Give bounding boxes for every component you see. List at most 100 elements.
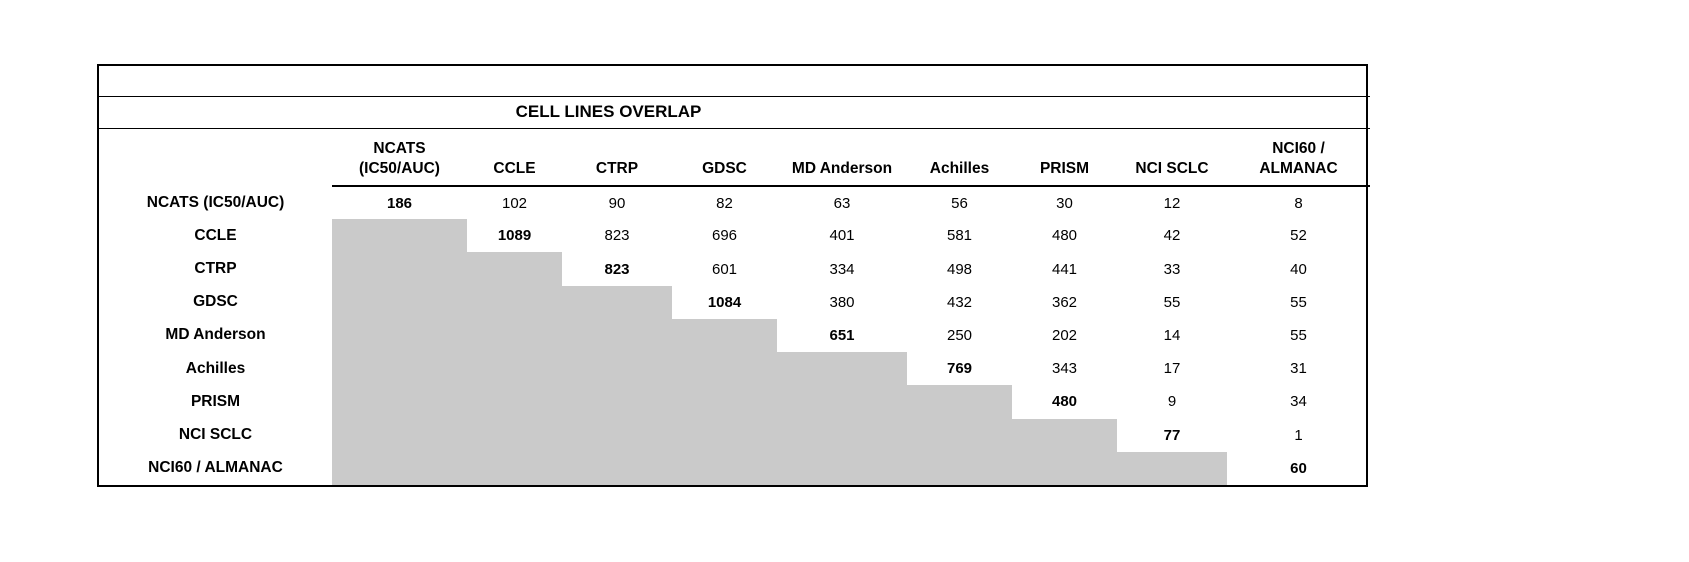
- shaded-cell: [907, 385, 1012, 419]
- table-row-gdsc: GDSC 1084 380 432 362 55 55: [99, 285, 1370, 319]
- column-header-line: ALMANAC: [1259, 159, 1338, 177]
- shaded-cell: [777, 418, 907, 452]
- value-cell: 334: [829, 260, 855, 278]
- value-cell: 432: [946, 293, 973, 311]
- value-cell: 441: [1051, 260, 1078, 278]
- shaded-cell: [332, 318, 467, 353]
- shaded-cell: [562, 385, 672, 419]
- column-header-nci-sclc: NCI SCLC: [1117, 128, 1227, 187]
- shaded-cell: [467, 252, 562, 286]
- value-cell: 581: [946, 227, 973, 245]
- column-header-line: Achilles: [929, 159, 990, 177]
- column-header-gdsc: GDSC: [672, 128, 777, 187]
- shaded-cell: [332, 285, 467, 319]
- value-cell: 31: [1290, 360, 1307, 378]
- row-label-prism: PRISM: [190, 392, 241, 410]
- value-cell: 1084: [707, 293, 742, 311]
- shaded-cell: [672, 385, 777, 419]
- column-header-prism: PRISM: [1012, 128, 1117, 187]
- shaded-cell: [777, 451, 907, 485]
- shaded-cell: [562, 318, 672, 353]
- shaded-cell: [562, 418, 672, 452]
- table-row-nci-sclc: NCI SCLC 77 1: [99, 418, 1370, 452]
- shaded-cell: [562, 352, 672, 386]
- shaded-cell: [672, 318, 777, 353]
- column-header-line: (IC50/AUC): [359, 159, 440, 177]
- value-cell: 823: [604, 227, 630, 245]
- value-cell: 362: [1051, 293, 1078, 311]
- column-header-line: PRISM: [1039, 159, 1090, 177]
- shaded-cell: [467, 285, 562, 319]
- value-cell: 55: [1290, 293, 1307, 311]
- value-cell: 8: [1294, 194, 1303, 212]
- column-header-nci60-almanac: NCI60 / ALMANAC: [1227, 128, 1370, 187]
- value-cell: 30: [1056, 194, 1073, 212]
- matrix-body: NCATS (IC50/AUC) 186 102 90 82 63 56 30 12 8 CCLE 1…: [99, 186, 1370, 485]
- value-cell: 343: [1051, 360, 1078, 378]
- shaded-cell: [562, 285, 672, 319]
- cell-lines-overlap-table: CELL LINES OVERLAP NCATS (IC50/AUC) CCLE CT…: [99, 66, 1370, 485]
- column-header-ccle: CCLE: [467, 128, 562, 187]
- table-row-prism: PRISM 480 9 34: [99, 385, 1370, 419]
- table-row-md-anderson: MD Anderson 651 250 202 14 55: [99, 318, 1370, 353]
- column-header-line: CTRP: [595, 159, 639, 177]
- value-cell: 696: [711, 227, 738, 245]
- shaded-cell: [562, 451, 672, 485]
- shaded-cell: [467, 385, 562, 419]
- value-cell: 186: [386, 194, 413, 212]
- shaded-cell: [332, 418, 467, 452]
- value-cell: 90: [608, 194, 626, 212]
- value-cell: 34: [1290, 393, 1307, 411]
- value-cell: 202: [1051, 326, 1078, 344]
- shaded-cell: [332, 352, 467, 386]
- row-label-nci60-almanac: NCI60 / ALMANAC: [148, 459, 283, 477]
- value-cell: 498: [946, 260, 973, 278]
- row-label-md-anderson: MD Anderson: [165, 326, 266, 344]
- column-header-line: GDSC: [702, 159, 747, 177]
- value-cell: 1: [1294, 426, 1303, 444]
- column-header-ctrp: CTRP: [562, 128, 672, 187]
- value-cell: 250: [946, 326, 973, 344]
- column-header-line: NCI SCLC: [1135, 159, 1209, 177]
- shaded-cell: [1012, 451, 1117, 485]
- row-label-gdsc: GDSC: [193, 293, 238, 311]
- table-row-achilles: Achilles 769 343 17 31: [99, 352, 1370, 386]
- value-cell: 102: [501, 194, 528, 212]
- shaded-cell: [777, 352, 907, 386]
- table-title: CELL LINES OVERLAP: [99, 96, 1370, 129]
- value-cell: 480: [1051, 393, 1078, 411]
- value-cell: 33: [1163, 260, 1181, 278]
- column-header-line: CCLE: [493, 159, 536, 177]
- column-header-line: NCI60 /: [1272, 139, 1325, 157]
- value-cell: 14: [1163, 326, 1181, 344]
- value-cell: 82: [716, 194, 733, 212]
- cell-lines-overlap-sheet: CELL LINES OVERLAP NCATS (IC50/AUC) CCLE CT…: [97, 64, 1370, 487]
- table-row-ncats-ic50-auc: NCATS (IC50/AUC) 186 102 90 82 63 56 30 12 8: [99, 186, 1370, 219]
- value-cell: 380: [829, 293, 855, 311]
- shaded-cell: [672, 451, 777, 485]
- value-cell: 651: [829, 326, 855, 344]
- row-label-ccle: CCLE: [194, 226, 237, 244]
- shaded-cell: [907, 451, 1012, 485]
- row-label-ctrp: CTRP: [194, 260, 237, 278]
- value-cell: 401: [829, 227, 855, 245]
- table-row-nci60-almanac: NCI60 / ALMANAC 60: [99, 451, 1370, 485]
- shaded-cell: [467, 418, 562, 452]
- value-cell: 55: [1290, 326, 1307, 344]
- shaded-cell: [332, 451, 467, 485]
- shaded-cell: [672, 418, 777, 452]
- table-row-ctrp: CTRP 823 601 334 498 441 33 40: [99, 252, 1370, 286]
- value-cell: 40: [1290, 260, 1307, 278]
- value-cell: 52: [1290, 227, 1307, 245]
- empty-top-row: [99, 66, 1370, 97]
- shaded-cell: [1012, 418, 1117, 452]
- column-header-row: NCATS (IC50/AUC) CCLE CTRP GDSC MD Anderson Ac…: [99, 128, 1370, 187]
- value-cell: 60: [1290, 459, 1307, 477]
- value-cell: 12: [1163, 194, 1181, 212]
- column-header-ncats-ic50-auc: NCATS (IC50/AUC): [332, 128, 467, 187]
- shaded-cell: [467, 451, 562, 485]
- value-cell: 823: [604, 260, 630, 278]
- column-header-line: MD Anderson: [791, 159, 893, 177]
- row-label-achilles: Achilles: [185, 359, 246, 377]
- shaded-cell: [332, 252, 467, 286]
